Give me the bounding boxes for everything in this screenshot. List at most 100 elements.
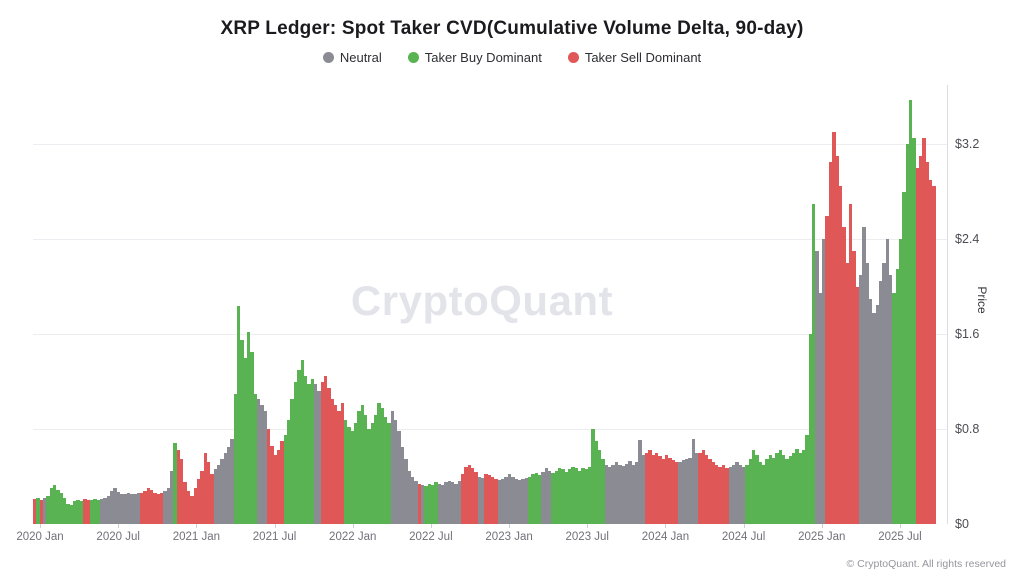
cvd-bar	[517, 480, 522, 524]
cvd-bar	[49, 488, 54, 524]
cvd-bar	[116, 491, 120, 524]
cvd-bar	[387, 423, 391, 524]
cvd-bar	[611, 464, 615, 524]
cvd-bar	[571, 467, 575, 524]
cvd-bar	[758, 462, 762, 524]
cvd-bar	[230, 438, 234, 524]
cvd-bar	[347, 426, 351, 524]
cvd-bar	[333, 405, 338, 524]
cvd-bar	[872, 312, 876, 524]
x-tick-label: 2025 Jan	[798, 531, 846, 543]
cvd-bar	[902, 191, 906, 524]
cvd-bar	[317, 391, 321, 524]
cvd-bar	[287, 419, 291, 524]
y-axis-title: Price	[975, 286, 989, 314]
cvd-bar	[848, 203, 853, 524]
cvd-bar	[925, 162, 930, 524]
cvd-bar	[695, 452, 699, 524]
cvd-bar	[581, 468, 585, 524]
cvd-bar	[414, 481, 418, 524]
cvd-bar	[327, 387, 331, 524]
cvd-bar	[835, 156, 839, 524]
x-tick-label: 2024 Jan	[641, 531, 690, 543]
cvd-bar	[206, 462, 211, 524]
cvd-bar	[243, 357, 247, 524]
cvd-bar	[785, 458, 789, 524]
cvd-bar	[83, 499, 87, 524]
x-tick-mark	[743, 524, 745, 528]
x-tick-label: 2024 Jul	[721, 531, 766, 543]
cvd-bar	[504, 476, 508, 524]
cvd-bar	[741, 467, 746, 524]
cvd-bar	[440, 484, 445, 524]
cvd-bar	[307, 384, 311, 524]
y-tick-label: $3.2	[955, 137, 980, 152]
cvd-bar	[467, 464, 472, 524]
cvd-bar	[200, 470, 204, 524]
cvd-bar	[226, 446, 231, 524]
legend-item-neutral[interactable]: Neutral	[322, 50, 382, 65]
cvd-bar	[761, 464, 766, 524]
cvd-bar	[852, 251, 856, 524]
cvd-bar	[578, 470, 582, 524]
legend-label: Neutral	[339, 50, 382, 65]
cvd-bar	[193, 488, 197, 524]
cvd-bar	[364, 414, 368, 524]
cvd-bar	[213, 469, 217, 524]
cvd-bar	[240, 340, 244, 524]
cvd-bar	[313, 384, 318, 524]
cvd-bar	[501, 478, 505, 524]
cvd-bar	[792, 452, 796, 524]
cvd-bar	[608, 467, 612, 524]
cvd-bar	[868, 298, 873, 524]
cvd-bar	[628, 461, 632, 524]
x-tick-mark	[352, 524, 354, 528]
cvd-bar	[180, 458, 184, 524]
x-tick-mark	[430, 524, 432, 528]
cvd-bar	[828, 162, 833, 524]
cvd-bar	[892, 292, 896, 524]
cvd-bar	[782, 455, 786, 524]
legend-item-taker-sell-dominant[interactable]: Taker Sell Dominant	[567, 50, 701, 65]
cvd-bar	[109, 490, 114, 524]
cvd-bar	[798, 452, 803, 524]
cvd-bar	[507, 474, 512, 524]
cvd-bar	[604, 464, 609, 524]
cvd-bar	[641, 455, 645, 524]
y-tick-label: $0	[955, 517, 969, 531]
cvd-bar	[634, 462, 639, 524]
cvd-bar	[511, 476, 515, 524]
cvd-bar	[53, 484, 57, 524]
cvd-bar	[380, 407, 385, 524]
cvd-bar	[845, 262, 849, 524]
cvd-bar	[875, 304, 879, 524]
legend-item-taker-buy-dominant[interactable]: Taker Buy Dominant	[407, 50, 542, 65]
cvd-bar	[260, 405, 264, 524]
bars-layer	[33, 85, 936, 524]
cvd-bar	[574, 468, 579, 524]
cvd-bar	[812, 203, 816, 524]
cvd-bar	[223, 452, 227, 524]
x-tick-label: 2023 Jul	[565, 531, 609, 543]
cvd-bar	[915, 168, 920, 524]
cvd-bar	[374, 414, 378, 524]
plot-area[interactable]	[33, 85, 947, 524]
y-tick-label: $1.6	[955, 327, 980, 342]
cvd-bar	[270, 445, 274, 524]
cvd-bar	[39, 500, 44, 524]
cvd-bar	[410, 476, 415, 524]
legend-label: Taker Buy Dominant	[424, 50, 542, 65]
cvd-bar	[685, 458, 689, 524]
cvd-bar	[283, 435, 288, 524]
cvd-bar	[815, 251, 819, 524]
gridline-2.4	[33, 239, 947, 241]
x-tick-mark	[118, 524, 120, 528]
cvd-bar	[675, 462, 679, 524]
x-tick-label: 2022 Jul	[409, 531, 453, 543]
cvd-bar	[614, 462, 619, 524]
cvd-bar	[731, 464, 736, 524]
cvd-bar	[69, 505, 74, 524]
cvd-bar	[594, 440, 599, 524]
cvd-bar	[216, 464, 221, 524]
cvd-bar	[390, 411, 395, 524]
